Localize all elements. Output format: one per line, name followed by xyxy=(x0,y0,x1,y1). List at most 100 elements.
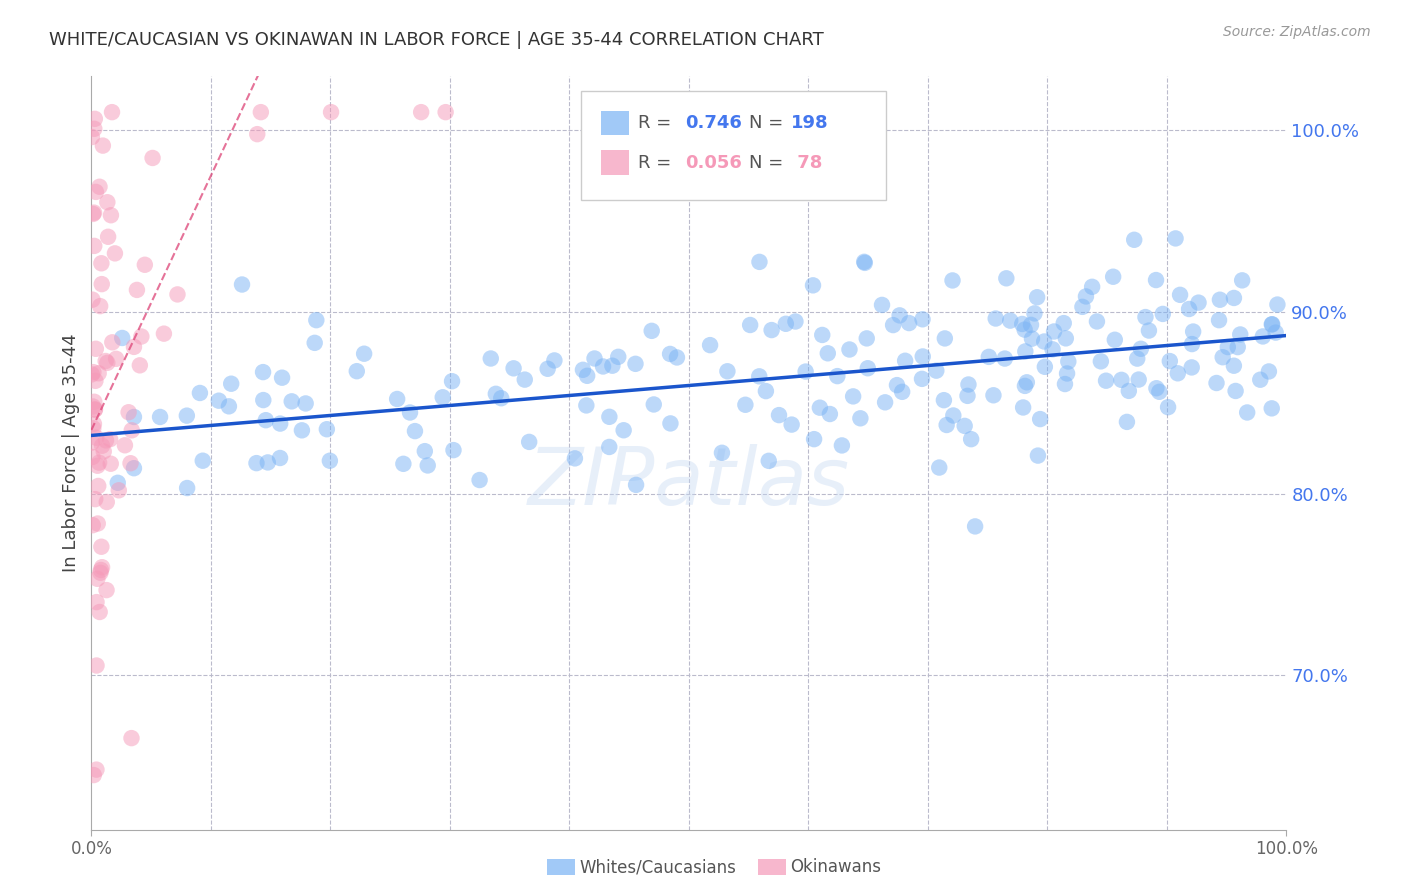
Point xyxy=(1000,313,1022,327)
Point xyxy=(870,298,893,312)
Point xyxy=(84,402,107,417)
Point xyxy=(1074,289,1097,303)
Point xyxy=(125,283,148,297)
Point xyxy=(1152,307,1174,321)
Point xyxy=(83,768,105,782)
Point xyxy=(188,386,211,401)
Point xyxy=(1164,231,1187,245)
Point xyxy=(1178,301,1201,316)
Point xyxy=(80,368,103,382)
Point xyxy=(935,417,957,432)
Point xyxy=(111,331,134,345)
Point xyxy=(624,357,647,371)
Point xyxy=(91,138,114,153)
Point xyxy=(83,402,105,417)
Point xyxy=(1149,384,1171,399)
Point xyxy=(1026,449,1049,463)
Point xyxy=(1033,359,1056,374)
Point xyxy=(775,317,797,331)
Point xyxy=(1167,366,1189,380)
Point xyxy=(93,444,115,458)
Point xyxy=(100,457,122,471)
Point xyxy=(246,127,269,141)
Point xyxy=(1081,280,1104,294)
Point xyxy=(575,399,598,413)
Point xyxy=(82,518,104,533)
Point xyxy=(432,390,454,404)
Point xyxy=(91,560,114,574)
Point xyxy=(856,361,879,376)
Point xyxy=(956,389,979,403)
Point xyxy=(1249,373,1271,387)
Point xyxy=(995,271,1018,285)
Point xyxy=(855,331,877,345)
Point xyxy=(82,293,104,307)
Point xyxy=(107,483,129,498)
Point xyxy=(818,407,841,421)
Point xyxy=(87,516,110,531)
Point xyxy=(1123,233,1146,247)
Point xyxy=(82,207,104,221)
Point xyxy=(803,432,825,446)
Point xyxy=(1111,373,1133,387)
Point xyxy=(983,388,1005,402)
Point xyxy=(894,353,917,368)
Point xyxy=(269,450,291,465)
Point xyxy=(86,658,108,673)
Point xyxy=(984,311,1007,326)
Point xyxy=(794,365,817,379)
Point xyxy=(82,421,104,435)
Point xyxy=(91,439,114,453)
Point xyxy=(489,391,512,405)
Point xyxy=(953,418,976,433)
Point xyxy=(122,340,145,354)
Point xyxy=(811,328,834,343)
Point xyxy=(977,350,1000,364)
Point xyxy=(1095,374,1118,388)
Point xyxy=(86,763,108,777)
Point xyxy=(479,351,502,366)
Point xyxy=(1090,354,1112,368)
Point xyxy=(1208,313,1230,327)
Point xyxy=(101,335,124,350)
Point xyxy=(941,273,963,287)
Point xyxy=(399,405,422,419)
Point xyxy=(1085,314,1108,328)
Point xyxy=(1024,306,1046,320)
Point xyxy=(1226,340,1249,354)
Point xyxy=(86,458,108,473)
Text: R =: R = xyxy=(637,114,676,132)
Point xyxy=(153,326,176,341)
Point xyxy=(1042,343,1064,357)
Point xyxy=(755,384,778,398)
Point xyxy=(537,361,560,376)
Point xyxy=(84,342,107,356)
Point xyxy=(416,458,439,473)
Point xyxy=(911,350,934,364)
Text: WHITE/CAUCASIAN VS OKINAWAN IN LABOR FORCE | AGE 35-44 CORRELATION CHART: WHITE/CAUCASIAN VS OKINAWAN IN LABOR FOR… xyxy=(49,31,824,49)
Point xyxy=(1118,384,1140,398)
Point xyxy=(842,389,865,403)
Point xyxy=(1043,325,1066,339)
Point xyxy=(1053,316,1076,330)
Point xyxy=(96,356,118,370)
Point xyxy=(245,456,267,470)
Point xyxy=(231,277,253,292)
Point xyxy=(808,401,831,415)
Point xyxy=(576,368,599,383)
Point xyxy=(1126,351,1149,366)
Point xyxy=(319,105,342,120)
Point xyxy=(441,374,464,388)
Point xyxy=(98,432,121,446)
Point xyxy=(83,205,105,219)
Point xyxy=(104,246,127,260)
Point xyxy=(80,435,103,450)
Point xyxy=(898,316,921,330)
Point xyxy=(659,417,682,431)
Point xyxy=(1029,412,1052,426)
Point xyxy=(269,417,291,431)
Point xyxy=(583,351,606,366)
Point xyxy=(1012,401,1035,415)
Point xyxy=(294,396,316,410)
Point xyxy=(411,105,433,120)
